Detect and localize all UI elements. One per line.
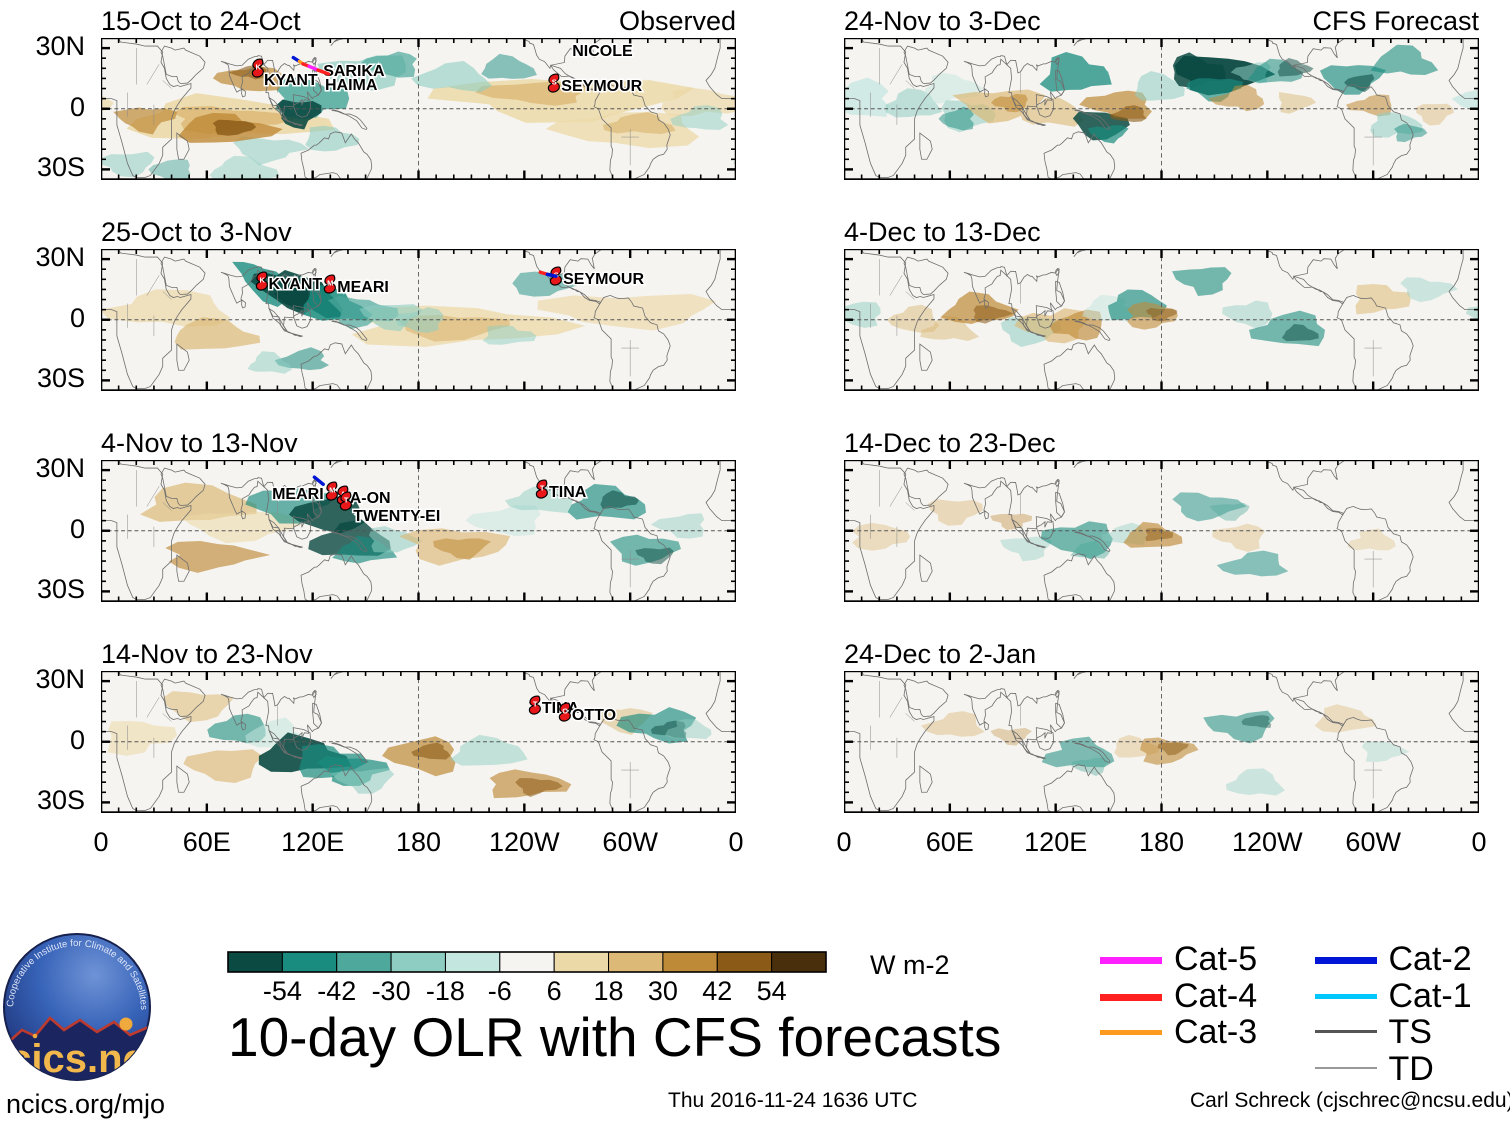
- svg-text:30: 30: [648, 976, 678, 1006]
- svg-text:6: 6: [547, 976, 562, 1006]
- svg-text:18: 18: [594, 976, 624, 1006]
- svg-text:cics.nc: cics.nc: [9, 1037, 145, 1081]
- svg-text:-42: -42: [317, 976, 356, 1006]
- svg-text:T: T: [540, 484, 545, 493]
- svg-text:-30: -30: [372, 976, 411, 1006]
- svg-text:54: 54: [757, 976, 787, 1006]
- svg-text:-18: -18: [426, 976, 465, 1006]
- svg-text:-6: -6: [488, 976, 512, 1006]
- svg-text:T: T: [533, 700, 538, 709]
- svg-text:O: O: [562, 707, 568, 716]
- svg-text:-54: -54: [263, 976, 302, 1006]
- svg-text:T: T: [344, 495, 349, 504]
- svg-text:42: 42: [702, 976, 732, 1006]
